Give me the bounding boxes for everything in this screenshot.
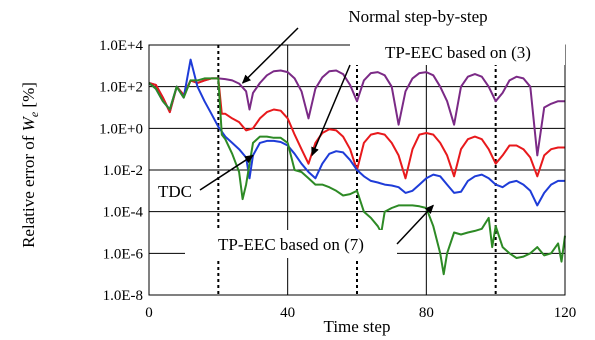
annotation-label-3: TP-EEC based on (7) — [218, 235, 364, 254]
y-axis-label-symbol: W — [19, 115, 38, 131]
annotation-box-1 — [350, 39, 565, 65]
series-line-0 — [148, 69, 565, 157]
y-tick-label-4: 1.0E-4 — [103, 205, 144, 221]
series-line-2 — [148, 58, 565, 207]
y-tick-label-5: 1.0E-6 — [103, 246, 144, 262]
annotation-arrow-0 — [241, 27, 299, 84]
annotation-label-1: TP-EEC based on (3) — [385, 43, 531, 62]
y-tick-label-6: 1.0E-8 — [103, 288, 143, 304]
x-tick-label-0: 0 — [145, 305, 153, 321]
x-tick-label-1: 40 — [280, 305, 295, 321]
y-axis-label: Relative error of We [%] — [19, 82, 41, 248]
annotation-label-0: Normal step-by-step — [348, 7, 487, 26]
y-tick-label-2: 1.0E+0 — [99, 121, 143, 137]
y-tick-labels: 1.0E+4 1.0E+2 1.0E+0 1.0E-2 1.0E-4 1.0E-6 1.0E… — [99, 38, 143, 304]
y-axis-label-subscript: e — [27, 111, 41, 117]
x-axis-label: Time step — [324, 317, 391, 336]
annotation-label-2: TDC — [158, 182, 192, 201]
annotation-arrow-3 — [396, 204, 434, 245]
y-tick-label-1: 1.0E+2 — [99, 80, 143, 96]
x-tick-label-3: 120 — [554, 305, 577, 321]
annotations: Normal step-by-step TP-EEC based on (3) TD… — [150, 4, 565, 258]
annotation-arrow-1 — [311, 64, 351, 157]
annotation-arrow-2 — [199, 154, 254, 191]
y-axis-label-prefix: Relative error of — [19, 131, 38, 248]
annotation-box-0 — [298, 4, 538, 28]
x-tick-labels: 0 40 80 120 — [145, 305, 576, 321]
annotation-box-3 — [185, 230, 397, 258]
annotation-box-2 — [150, 178, 200, 202]
y-tick-label-0: 1.0E+4 — [99, 38, 143, 54]
y-tick-label-3: 1.0E-2 — [103, 163, 143, 179]
x-tick-label-2: 80 — [419, 305, 434, 321]
y-axis-label-suffix: [%] — [19, 82, 38, 112]
series-lines — [148, 58, 566, 276]
series-line-3 — [148, 77, 566, 276]
